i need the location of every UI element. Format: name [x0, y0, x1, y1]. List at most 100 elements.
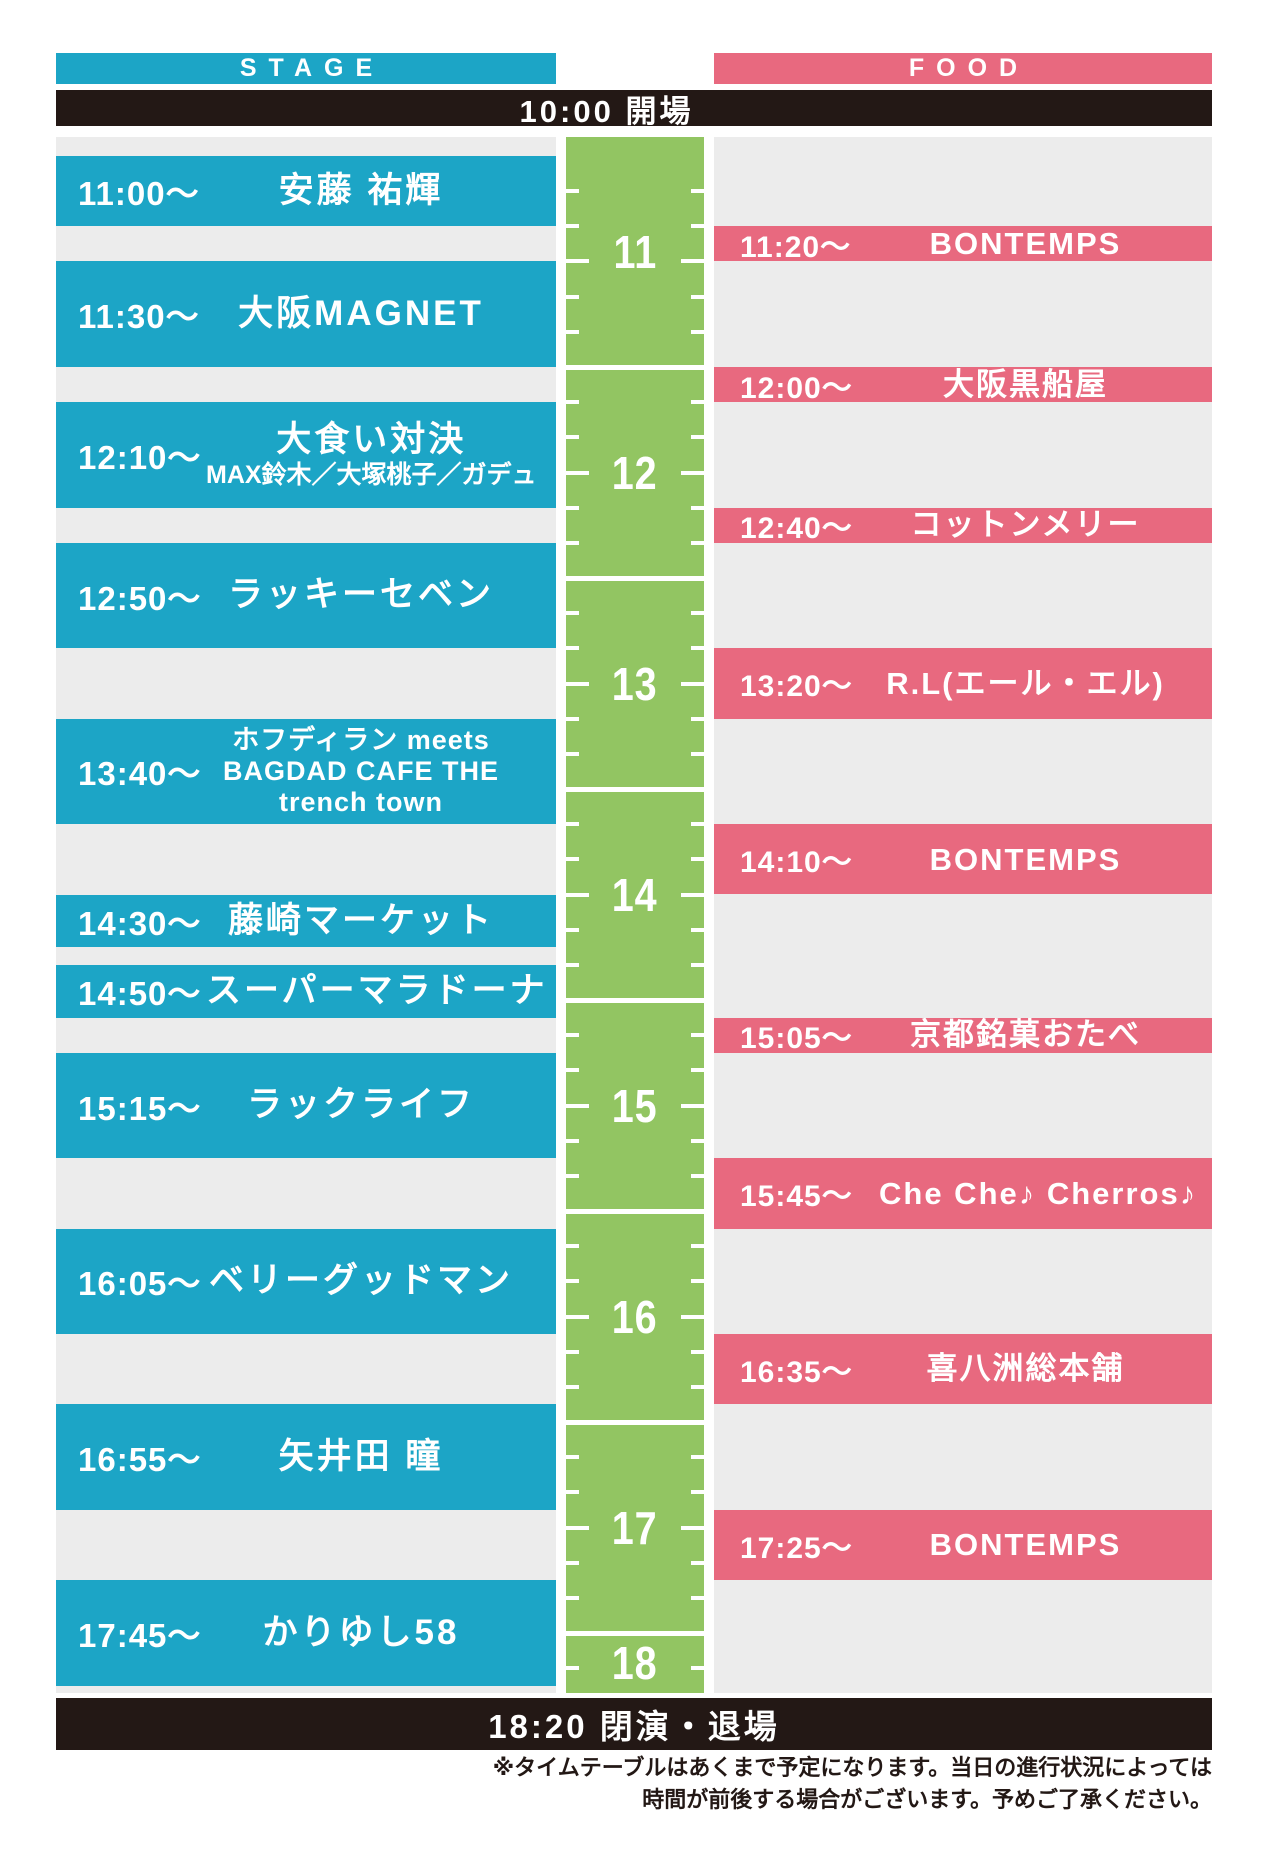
event-subtitle: MAX鈴木／大塚桃子／ガデュ	[206, 461, 537, 490]
event-time-label: 16:35～	[740, 1356, 853, 1390]
stage-column-header: STAGE	[56, 53, 556, 84]
event-time-label: 15:15～	[78, 1089, 202, 1127]
timeline-tick	[566, 505, 579, 510]
timeline-tick	[566, 1033, 579, 1038]
event-body: BONTEMPS	[879, 226, 1212, 262]
event-title: コットンメリー	[910, 507, 1141, 543]
hour-label: 13	[612, 657, 658, 710]
timeline-tick	[691, 716, 704, 721]
timeline-tick	[566, 294, 579, 299]
timeline-tick	[691, 224, 704, 229]
timeline-tick	[566, 1349, 579, 1354]
event-title: 大阪黒船屋	[943, 366, 1108, 402]
closing-time-bar: 18:20 閉演・退場	[56, 1698, 1212, 1750]
event-time-label: 15:45～	[740, 1180, 853, 1214]
food-event: 17:25～ BONTEMPS	[714, 1509, 1212, 1581]
timeline-tick	[681, 259, 704, 264]
timeline-tick	[566, 857, 579, 862]
event-body: R.L(エール・エル)	[879, 666, 1212, 702]
food-event: 15:05～ 京都銘菓おたべ	[714, 1017, 1212, 1055]
footer-note-line1: ※タイムテーブルはあくまで予定になります。当日の進行状況によっては	[492, 1755, 1212, 1780]
event-time-label: 11:30～	[78, 298, 200, 336]
food-events-column: 11:20～ BONTEMPS 12:00～ 大阪黒船屋 12:40～ コットンメリー 13…	[714, 0, 1212, 1863]
timeline-tick	[566, 259, 589, 264]
event-body: BONTEMPS	[879, 842, 1212, 878]
timeline-tick	[566, 1173, 579, 1178]
event-time-label: 11:20～	[740, 230, 852, 264]
event-title: Che Che♪ Cherros♪	[879, 1175, 1198, 1211]
hour-label: 18	[612, 1636, 658, 1689]
timeline-tick	[566, 646, 579, 651]
timeline-tick	[691, 435, 704, 440]
footer-note: ※タイムテーブルはあくまで予定になります。当日の進行状況によっては 時間が前後す…	[493, 1752, 1212, 1816]
hour-boundary-line	[566, 575, 704, 581]
hour-segment: 13	[566, 578, 704, 789]
event-title: 喜八洲総本舗	[926, 1351, 1125, 1387]
stage-event: 13:40～ ホフディラン meets BAGDAD CAFE THE trench …	[56, 718, 556, 825]
timeline-tick	[681, 1103, 704, 1108]
event-title: 大食い対決	[276, 419, 467, 459]
timeline-tick	[681, 1525, 704, 1530]
event-body: かりゆし58	[206, 1613, 556, 1653]
timeline-tick	[566, 1560, 579, 1565]
timeline-tick	[566, 1455, 579, 1460]
event-body: 喜八洲総本舗	[879, 1351, 1212, 1387]
timeline-tick	[566, 927, 579, 932]
event-time-label: 13:40～	[78, 755, 202, 793]
event-title: スーパーマラドーナ	[206, 971, 548, 1011]
event-title: 大阪MAGNET	[238, 294, 484, 334]
event-title: R.L(エール・エル)	[886, 665, 1165, 701]
timeline-tick	[691, 329, 704, 334]
event-title: 矢井田 瞳	[278, 1437, 444, 1477]
timeline-tick	[691, 857, 704, 862]
timeline-tick	[681, 470, 704, 475]
timeline-tick	[691, 1033, 704, 1038]
hour-segment: 12	[566, 367, 704, 578]
hour-label: 12	[612, 446, 658, 499]
timeline-tick	[566, 681, 589, 686]
hour-segment: 14	[566, 789, 704, 1000]
timeline-tick	[566, 1666, 579, 1671]
timeline-tick	[691, 1666, 704, 1671]
timeline-tick	[566, 224, 579, 229]
event-body: BONTEMPS	[879, 1527, 1212, 1563]
timeline-tick	[566, 1314, 589, 1319]
timeline-tick	[691, 1068, 704, 1073]
event-time-label: 14:50～	[78, 975, 202, 1013]
timeline-tick	[691, 189, 704, 194]
event-body: ホフディラン meets BAGDAD CAFE THE trench town	[206, 725, 556, 818]
event-time-label: 12:00～	[740, 371, 853, 405]
event-body: 大阪黒船屋	[879, 367, 1212, 403]
stage-event: 15:15～ ラックライフ	[56, 1052, 556, 1159]
event-body: ベリーグッドマン	[206, 1261, 556, 1301]
stage-event: 14:50～ スーパーマラドーナ	[56, 964, 556, 1018]
event-title: ラッキーセベン	[227, 575, 494, 615]
timeline-tick	[566, 540, 579, 545]
event-body: ラックライフ	[206, 1085, 556, 1125]
timeline-tick	[566, 751, 579, 756]
stage-event: 16:55～ 矢井田 瞳	[56, 1404, 556, 1510]
event-body: スーパーマラドーナ	[206, 971, 588, 1011]
event-time-label: 16:55～	[78, 1441, 202, 1479]
timeline-tick	[566, 1525, 589, 1530]
timeline-tick	[566, 400, 579, 405]
event-time-label: 15:05～	[740, 1022, 853, 1056]
stage-event: 16:05～ ベリーグッドマン	[56, 1228, 556, 1335]
event-body: 藤崎マーケット	[206, 901, 556, 941]
hour-boundary-line	[566, 1630, 704, 1636]
food-header-label: FOOD	[908, 54, 1030, 82]
timeline-tick	[566, 1595, 579, 1600]
event-body: Che Che♪ Cherros♪	[879, 1176, 1237, 1212]
hour-segment: 18	[566, 1633, 704, 1693]
timeline-tick	[566, 1279, 579, 1284]
timeline-tick	[566, 1490, 579, 1495]
stage-header-label: STAGE	[239, 54, 385, 82]
hour-boundary-line	[566, 786, 704, 792]
timeline-tick	[691, 1490, 704, 1495]
event-title: かりゆし58	[262, 1612, 460, 1652]
hour-boundary-line	[566, 1208, 704, 1214]
footer-note-line2: 時間が前後する場合がございます。予めご了承ください。	[642, 1787, 1212, 1812]
hour-label: 11	[613, 226, 657, 278]
event-time-label: 12:10～	[78, 438, 202, 476]
